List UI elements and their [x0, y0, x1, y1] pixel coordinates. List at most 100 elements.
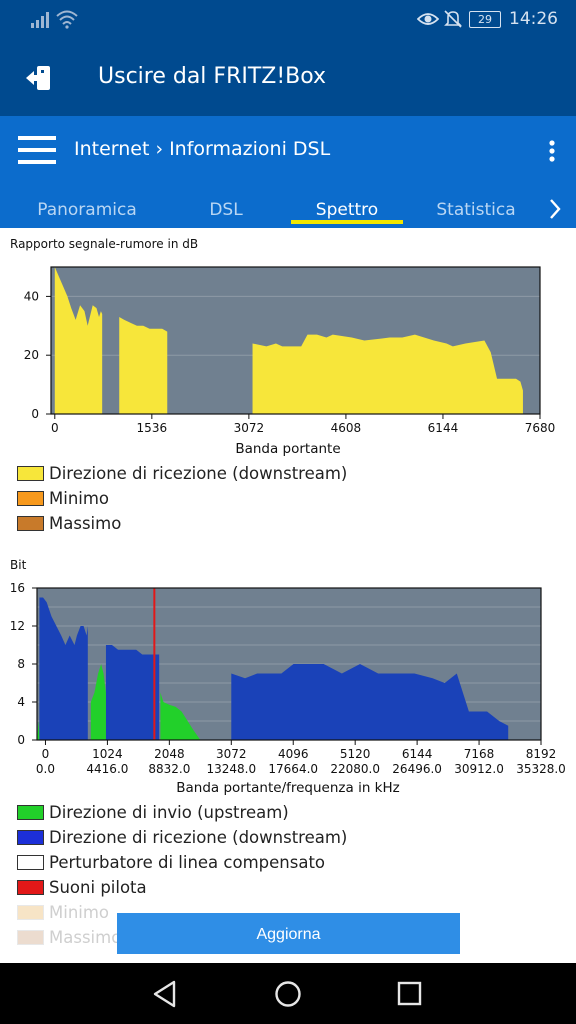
legend-label: Massimo — [49, 927, 122, 947]
more-options-icon[interactable] — [548, 139, 556, 163]
y-tick-label: 0 — [31, 407, 39, 421]
x-tick-label: 2048 — [154, 747, 185, 761]
back-icon[interactable] — [152, 980, 178, 1008]
app-header: Uscire dal FRITZ!Box — [0, 40, 576, 116]
logout-title[interactable]: Uscire dal FRITZ!Box — [98, 64, 327, 89]
x-tick-label: 6144 — [402, 747, 433, 761]
legend-swatch — [17, 829, 44, 845]
series-area — [90, 664, 109, 740]
battery-icon: 29 — [469, 11, 501, 28]
legend-label: Direzione di invio (upstream) — [49, 802, 289, 822]
series-area — [39, 597, 88, 740]
legend-item: Direzione di ricezione (downstream) — [17, 461, 347, 485]
plot-frame — [50, 266, 541, 415]
breadcrumb-parent[interactable]: Internet — [74, 138, 150, 160]
series-area — [37, 721, 40, 740]
x-tick-label: 3072 — [234, 421, 265, 435]
legend-item: Direzione di ricezione (downstream) — [17, 825, 347, 849]
x-tick-khz-label: 17664.0 — [268, 762, 318, 776]
legend-swatch — [17, 490, 44, 506]
recents-icon[interactable] — [397, 981, 423, 1007]
legend-item: Massimo — [17, 925, 121, 949]
wifi-icon — [56, 10, 78, 29]
legend-label: Massimo — [49, 513, 122, 533]
x-tick-khz-label: 13248.0 — [206, 762, 256, 776]
tab-panoramica[interactable]: Panoramica — [37, 200, 137, 220]
home-icon[interactable] — [274, 980, 302, 1008]
x-tick-label: 0 — [42, 747, 50, 761]
navigation-bar — [0, 963, 576, 1024]
x-tick-label: 4608 — [331, 421, 362, 435]
x-tick-label: 8192 — [526, 747, 557, 761]
tab-spettro[interactable]: Spettro — [315, 200, 379, 220]
legend-swatch — [17, 854, 44, 870]
x-tick-khz-label: 30912.0 — [454, 762, 504, 776]
x-tick-label: 7168 — [464, 747, 495, 761]
series-area — [54, 267, 103, 414]
series-area — [252, 334, 523, 414]
series-area — [160, 692, 201, 740]
refresh-button[interactable]: Aggiorna — [117, 913, 460, 954]
legend-swatch — [17, 879, 44, 895]
y-tick-label: 4 — [17, 695, 25, 709]
bits-chart: 048121600.010244416.020488832.0307213248… — [10, 581, 566, 776]
x-tick-label: 5120 — [340, 747, 371, 761]
menu-icon[interactable] — [18, 135, 56, 165]
x-tick-khz-label: 22080.0 — [330, 762, 380, 776]
bits-chart-title: Bit — [10, 558, 27, 572]
snr-chart: 0 20 40 0 1536 3072 4608 6144 7680 — [24, 266, 556, 435]
x-tick-khz-label: 0.0 — [36, 762, 55, 776]
x-tick-khz-label: 8832.0 — [148, 762, 190, 776]
y-tick-label: 8 — [17, 657, 25, 671]
legend-label: Suoni pilota — [49, 877, 147, 897]
legend-item: Suoni pilota — [17, 875, 147, 899]
legend-item: Perturbatore di linea compensato — [17, 850, 325, 874]
snr-x-axis-label: Banda portante — [235, 441, 341, 457]
signal-icon — [31, 12, 49, 28]
status-bar: 29 14:26 — [0, 0, 576, 40]
x-tick-khz-label: 26496.0 — [392, 762, 442, 776]
tab-dsl[interactable]: DSL — [209, 200, 243, 220]
legend-swatch — [17, 465, 44, 481]
series-area — [105, 645, 160, 740]
legend-item: Massimo — [17, 511, 121, 535]
bits-x-axis-label: Banda portante/frequenza in kHz — [176, 780, 400, 796]
legend-swatch — [17, 515, 44, 531]
legend-swatch — [17, 929, 44, 945]
battery-level: 29 — [478, 13, 492, 26]
toolbar: Internet › Informazioni DSL Panoramica D… — [0, 116, 576, 228]
logout-icon[interactable] — [26, 66, 52, 90]
x-tick-khz-label: 35328.0 — [516, 762, 566, 776]
clock: 14:26 — [509, 9, 558, 29]
chevron-right-icon: › — [155, 138, 164, 160]
x-tick-khz-label: 4416.0 — [86, 762, 128, 776]
y-tick-label: 20 — [24, 348, 39, 362]
y-tick-label: 16 — [10, 581, 25, 595]
legend-swatch — [17, 904, 44, 920]
legend-label: Minimo — [49, 902, 110, 922]
legend-item: Minimo — [17, 900, 109, 924]
eye-icon — [417, 13, 439, 25]
snr-chart-title: Rapporto segnale-rumore in dB — [10, 237, 199, 251]
legend-item: Minimo — [17, 486, 109, 510]
legend-label: Minimo — [49, 488, 110, 508]
x-tick-label: 7680 — [525, 421, 556, 435]
bell-off-icon — [444, 10, 462, 28]
legend-swatch — [17, 804, 44, 820]
tab-indicator — [291, 220, 403, 224]
legend-label: Direzione di ricezione (downstream) — [49, 827, 348, 847]
legend-label: Perturbatore di linea compensato — [49, 852, 326, 872]
x-tick-label: 4096 — [278, 747, 309, 761]
y-tick-label: 40 — [24, 289, 39, 303]
x-tick-label: 1536 — [137, 421, 168, 435]
chevron-right-icon[interactable] — [548, 198, 562, 220]
legend-label: Direzione di ricezione (downstream) — [49, 463, 348, 483]
y-tick-label: 0 — [17, 733, 25, 747]
x-tick-label: 6144 — [428, 421, 459, 435]
series-area — [231, 664, 509, 740]
x-tick-label: 1024 — [92, 747, 123, 761]
tab-statistica[interactable]: Statistica — [436, 200, 516, 220]
x-tick-label: 0 — [51, 421, 59, 435]
x-tick-label: 3072 — [216, 747, 247, 761]
series-area — [119, 316, 168, 414]
